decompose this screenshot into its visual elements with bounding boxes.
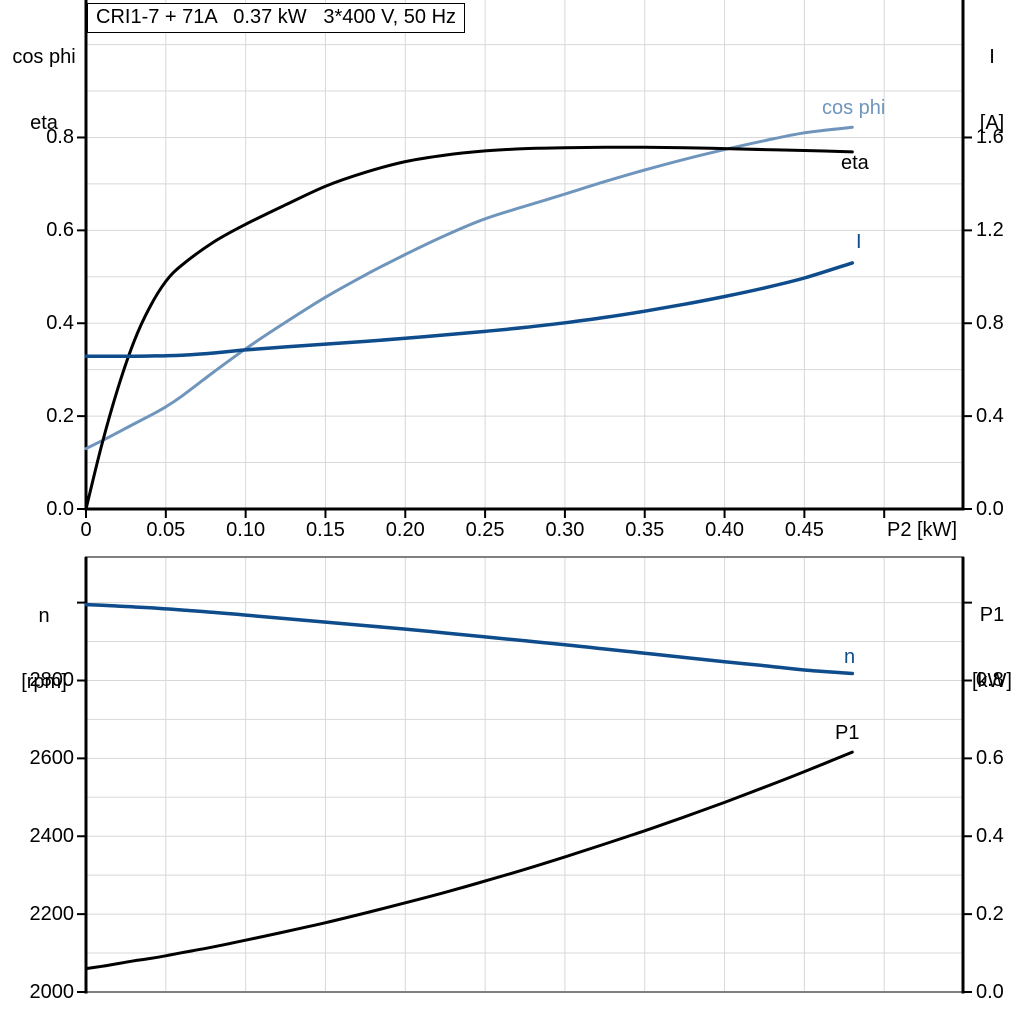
curve-label-current: I xyxy=(856,231,862,253)
chart-title: CRI1-7 + 71A 0.37 kW 3*400 V, 50 Hz xyxy=(87,3,466,33)
left-axis-tick-label: 2600 xyxy=(29,747,75,770)
curve-cos-phi xyxy=(84,125,854,451)
right-axis-tick-label: 1.6 xyxy=(976,126,1004,149)
bottom-left-axis-title: n [rpm] xyxy=(4,561,84,737)
top-right-axis-title-line2: [A] xyxy=(979,112,1005,134)
left-axis-tick-label: 0.2 xyxy=(46,405,74,428)
x-axis-tick-label: 0.05 xyxy=(146,519,186,541)
top-left-axis-title: cos phi eta xyxy=(4,2,84,178)
right-axis-tick-label: 0.0 xyxy=(976,498,1004,520)
curve-label-speed: n xyxy=(844,646,856,668)
bottom-right-axis-title: P1 [kW] xyxy=(962,560,1022,736)
x-axis-tick-label: 0 xyxy=(80,519,92,541)
right-axis-tick-label: 0.4 xyxy=(976,405,1004,428)
x-axis-tick-label: 0.30 xyxy=(545,519,585,541)
curve-label-eta: eta xyxy=(841,152,869,174)
right-axis-tick-label: 1.2 xyxy=(976,219,1004,242)
top-right-axis-title: I [A] xyxy=(964,2,1020,178)
right-axis-tick-label: 0.8 xyxy=(976,669,1004,692)
top-left-axis-title-line1: cos phi xyxy=(12,46,76,68)
right-axis-tick-label: 0.0 xyxy=(976,981,1004,1003)
right-axis-tick-label: 0.8 xyxy=(976,312,1004,335)
right-axis-tick-label: 0.6 xyxy=(976,747,1004,770)
x-axis-tick-label: 0.40 xyxy=(705,519,745,541)
x-axis-tick-label: 0.10 xyxy=(226,519,266,541)
curve-n xyxy=(84,602,855,676)
left-axis-tick-label: 2800 xyxy=(29,669,75,692)
curve-label-cos-phi: cos phi xyxy=(822,97,886,119)
curve-p1 xyxy=(84,750,854,971)
x-axis-tick-label: 0.20 xyxy=(385,519,425,541)
curve-label-p1: P1 xyxy=(835,722,860,744)
x-axis-label: P2 [kW] xyxy=(886,519,957,541)
x-axis-tick-label: 0.45 xyxy=(784,519,824,541)
left-axis-tick-label: 0.0 xyxy=(46,498,74,520)
bottom-left-axis-title-line1: n xyxy=(38,605,50,627)
x-axis-tick-label: 0.35 xyxy=(625,519,665,541)
top-left-axis-title-line2: eta xyxy=(30,112,58,134)
x-axis-tick-label: 0.15 xyxy=(305,519,345,541)
curve-eta xyxy=(84,145,854,511)
top-right-axis-title-line1: I xyxy=(989,46,995,68)
left-axis-tick-label: 2200 xyxy=(29,903,75,926)
left-axis-tick-label: 0.4 xyxy=(46,312,74,335)
right-axis-tick-label: 0.4 xyxy=(976,825,1004,848)
left-axis-tick-label: 2400 xyxy=(29,825,75,848)
left-axis-tick-label: 0.8 xyxy=(46,126,74,149)
bottom-right-axis-title-line2: [kW] xyxy=(972,670,1012,692)
left-axis-tick-label: 2000 xyxy=(29,981,75,1003)
x-axis-tick-label: 0.25 xyxy=(465,519,505,541)
bottom-left-axis-title-line2: [rpm] xyxy=(21,671,67,693)
bottom-right-axis-title-line1: P1 xyxy=(979,604,1005,626)
right-axis-tick-label: 0.2 xyxy=(976,903,1004,926)
left-axis-tick-label: 0.6 xyxy=(46,219,74,242)
curve-i xyxy=(84,261,855,358)
